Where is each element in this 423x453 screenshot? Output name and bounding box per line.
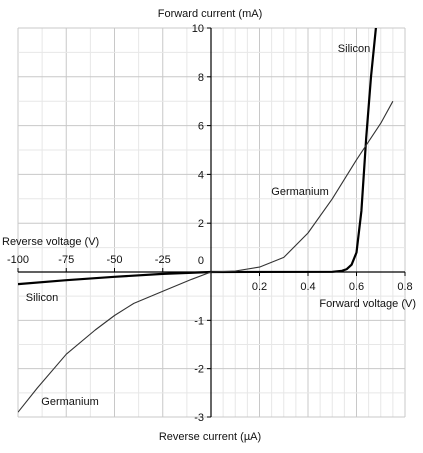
x-tick-label: 0.2 — [252, 281, 267, 293]
y-top-axis-label: Forward current (mA) — [158, 8, 263, 20]
x-tick-label: -50 — [107, 254, 123, 266]
series-line-silicon-forward — [210, 28, 378, 274]
y-tick-label: -1 — [194, 315, 204, 327]
x-left-axis-label: Reverse voltage (V) — [2, 236, 99, 248]
x-right-axis-label: Forward voltage (V) — [319, 298, 416, 310]
chart-series-layer — [18, 28, 394, 413]
x-tick-label: 0.8 — [397, 281, 412, 293]
y-tick-label: 6 — [198, 121, 204, 133]
y-tick-label: 8 — [198, 72, 204, 84]
series-label-germanium-reverse: Germanium — [41, 396, 98, 408]
origin-label: 0 — [198, 255, 204, 267]
x-tick-label: 0.6 — [349, 281, 364, 293]
series-label-silicon-forward: Silicon — [338, 43, 370, 55]
chart-tick-labels: 0.2 0.4 0.6 0.8 -100 -75 -50 -25 2 4 6 8 10 -1 -2 -3 0 — [7, 23, 413, 424]
y-tick-label: -2 — [194, 364, 204, 376]
chart-axes — [18, 28, 405, 417]
y-tick-label: -3 — [194, 412, 204, 424]
y-tick-label: 10 — [192, 23, 204, 35]
x-tick-label: 0.4 — [300, 281, 315, 293]
y-bottom-axis-label: Reverse current (µA) — [159, 431, 261, 443]
x-tick-label: -25 — [155, 254, 171, 266]
x-tick-label: -100 — [7, 254, 29, 266]
y-tick-label: 2 — [198, 218, 204, 230]
series-label-germanium-forward: Germanium — [271, 186, 328, 198]
y-tick-label: 4 — [198, 169, 204, 181]
series-line-silicon-reverse — [18, 270, 212, 286]
series-line-germanium-forward — [210, 100, 394, 273]
series-label-silicon-reverse: Silicon — [26, 292, 58, 304]
series-line-germanium-reverse — [18, 271, 212, 413]
x-tick-label: -75 — [58, 254, 74, 266]
